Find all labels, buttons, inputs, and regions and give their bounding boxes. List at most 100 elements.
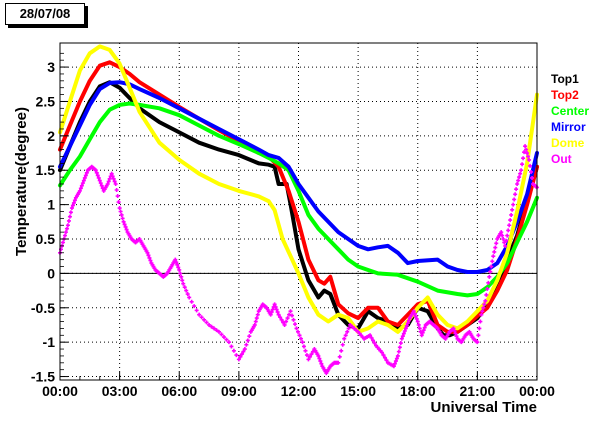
series-line-top2 <box>58 60 539 334</box>
out-marker <box>343 333 348 338</box>
out-marker <box>224 337 229 342</box>
out-marker <box>247 334 252 339</box>
out-marker <box>501 237 506 242</box>
out-marker <box>177 267 182 272</box>
out-marker <box>316 353 321 358</box>
out-marker <box>411 309 416 314</box>
out-marker <box>505 233 510 238</box>
out-marker <box>510 207 515 212</box>
y-tick-label: 2 <box>47 128 55 144</box>
out-marker <box>268 312 273 317</box>
out-marker <box>63 230 68 235</box>
out-marker <box>516 178 521 183</box>
out-marker <box>371 338 376 343</box>
out-marker <box>396 349 401 354</box>
out-marker <box>487 274 492 279</box>
out-marker <box>504 238 509 243</box>
out-marker <box>147 255 152 260</box>
out-marker <box>485 286 490 291</box>
out-marker <box>339 348 344 353</box>
out-marker <box>279 317 284 322</box>
out-marker <box>231 348 236 353</box>
out-marker <box>65 223 70 228</box>
out-marker <box>307 354 312 359</box>
out-marker <box>107 176 112 181</box>
out-marker <box>511 202 516 207</box>
y-tick-label: 2.5 <box>36 93 56 109</box>
out-marker <box>112 179 117 184</box>
out-marker <box>254 316 259 321</box>
out-marker <box>412 311 417 316</box>
out-marker <box>414 316 419 321</box>
out-marker <box>518 171 523 176</box>
legend-entry-top1: Top1 <box>551 72 579 86</box>
out-marker <box>69 206 74 211</box>
out-marker <box>276 312 281 317</box>
out-marker <box>479 312 484 317</box>
out-marker <box>405 321 410 326</box>
out-marker <box>477 326 482 331</box>
y-axis-title: Temperature(degree) <box>13 107 30 256</box>
out-marker <box>529 169 534 174</box>
legend-entry-dome: Dome <box>551 136 585 150</box>
out-marker <box>79 183 84 188</box>
out-marker <box>99 183 104 188</box>
out-marker <box>512 197 517 202</box>
out-marker <box>515 181 520 186</box>
y-tick-label: 1.5 <box>36 162 56 178</box>
out-marker <box>480 309 485 314</box>
out-marker <box>490 259 495 264</box>
x-tick-label: 03:00 <box>102 383 138 399</box>
out-marker <box>68 210 73 215</box>
x-tick-label: 06:00 <box>161 383 197 399</box>
out-marker <box>476 333 481 338</box>
out-marker <box>81 178 86 183</box>
out-marker <box>415 319 420 324</box>
out-marker <box>174 260 179 265</box>
out-marker <box>114 188 119 193</box>
out-marker <box>270 307 275 312</box>
out-marker <box>194 308 199 313</box>
out-marker <box>290 313 295 318</box>
out-marker <box>509 212 514 217</box>
out-marker <box>182 285 187 290</box>
out-marker <box>145 250 150 255</box>
out-marker <box>402 328 407 333</box>
out-marker <box>98 181 103 186</box>
out-marker <box>72 198 77 203</box>
out-marker <box>241 349 246 354</box>
out-marker <box>422 325 427 330</box>
out-marker <box>523 144 528 149</box>
out-marker <box>281 320 286 325</box>
out-marker <box>420 330 425 335</box>
out-marker <box>340 342 345 347</box>
out-marker <box>419 333 424 338</box>
series-line-top1 <box>58 80 539 338</box>
out-marker <box>189 299 194 304</box>
out-marker <box>95 173 100 178</box>
out-marker <box>481 305 486 310</box>
out-marker <box>219 332 224 337</box>
y-tick-label: 3 <box>47 59 55 75</box>
out-marker <box>417 326 422 331</box>
out-marker <box>119 212 124 217</box>
out-marker <box>399 336 404 341</box>
out-marker <box>252 322 257 327</box>
series-line-center <box>58 101 539 298</box>
x-tick-label: 21:00 <box>459 383 495 399</box>
out-marker <box>109 171 114 176</box>
out-marker <box>207 322 212 327</box>
out-marker <box>301 344 306 349</box>
out-marker <box>337 354 342 359</box>
out-marker <box>242 347 247 352</box>
out-marker <box>304 353 309 358</box>
out-marker <box>507 223 512 228</box>
out-marker <box>146 253 151 258</box>
out-marker <box>346 326 351 331</box>
out-marker <box>309 352 314 357</box>
out-marker <box>397 345 402 350</box>
y-tick-label: 1 <box>47 197 55 213</box>
out-marker <box>94 170 99 175</box>
out-marker <box>525 151 530 156</box>
